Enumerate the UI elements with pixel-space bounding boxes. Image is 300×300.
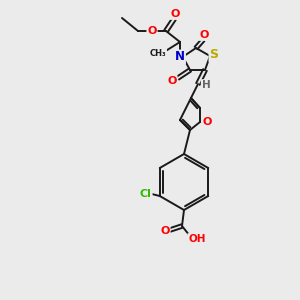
Text: O: O <box>170 9 180 19</box>
Text: O: O <box>147 26 157 36</box>
Text: O: O <box>160 226 170 236</box>
Text: OH: OH <box>188 234 206 244</box>
Text: O: O <box>202 117 212 127</box>
Text: O: O <box>199 30 209 40</box>
Text: N: N <box>175 50 185 64</box>
Text: CH₃: CH₃ <box>150 50 166 58</box>
Text: H: H <box>202 80 210 90</box>
Text: Cl: Cl <box>140 189 152 199</box>
Text: S: S <box>209 49 218 62</box>
Text: O: O <box>167 76 177 86</box>
